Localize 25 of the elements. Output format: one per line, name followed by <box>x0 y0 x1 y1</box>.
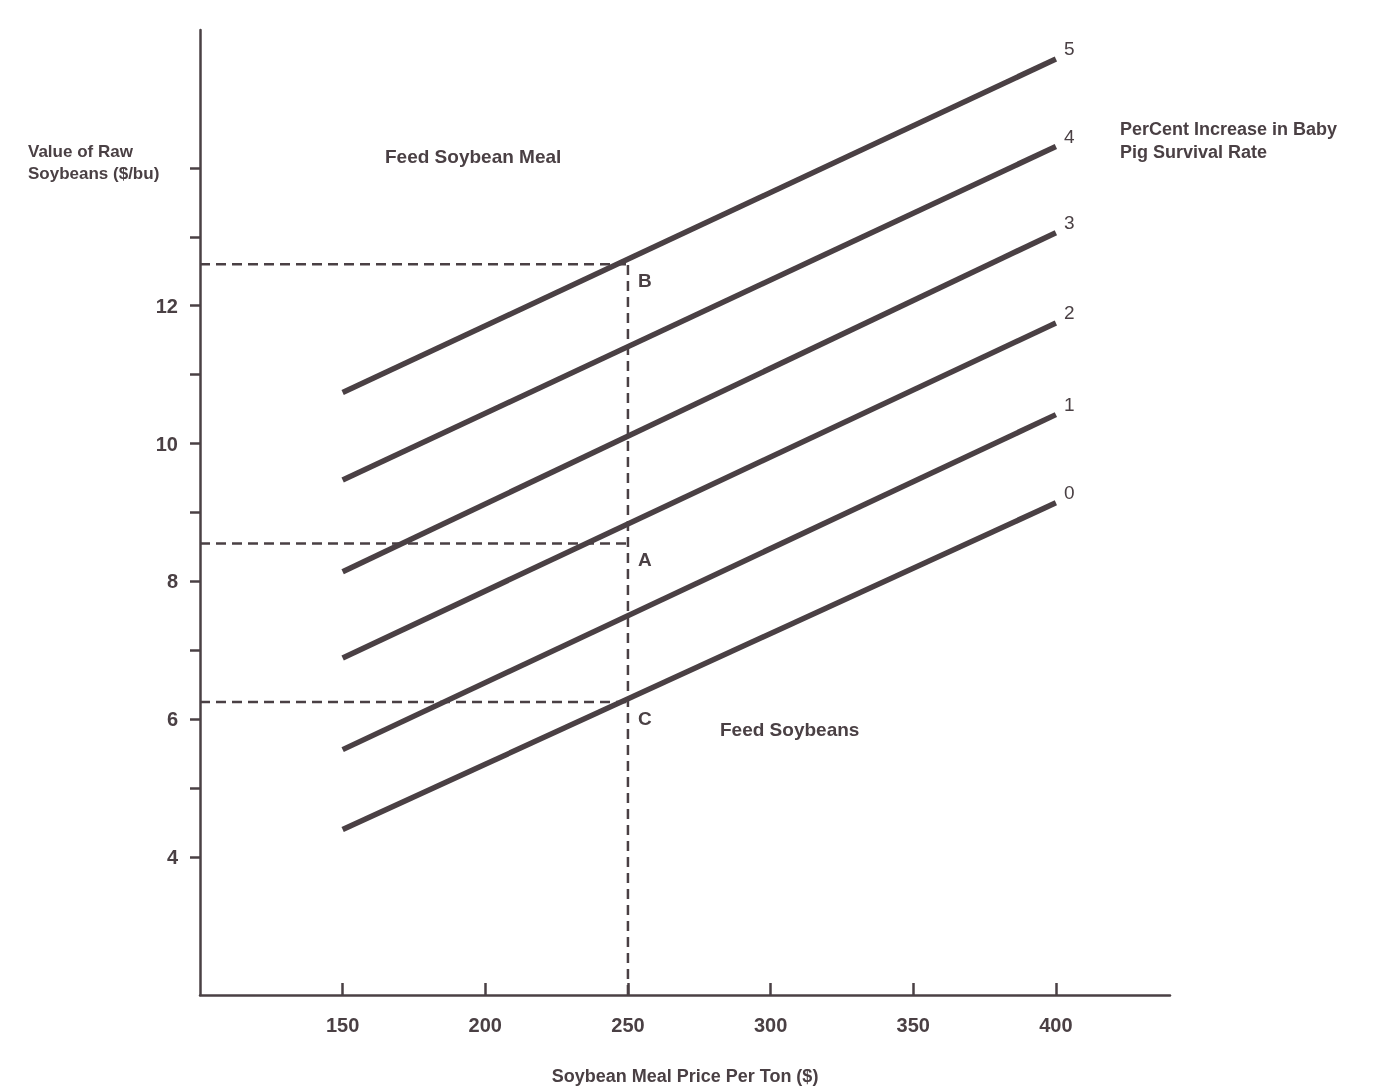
series-label: 4 <box>1063 125 1075 147</box>
ref-line-label: B <box>637 269 652 291</box>
y-tick-label: 6 <box>166 708 178 731</box>
x-tick-label: 350 <box>896 1014 930 1036</box>
x-tick-label: 150 <box>325 1014 360 1036</box>
series-label: 1 <box>1063 394 1075 416</box>
annotation: Feed Soybeans <box>720 719 860 740</box>
x-tick-label: 200 <box>468 1014 502 1036</box>
y-tick-label: 8 <box>166 570 178 593</box>
series-label: 2 <box>1063 302 1075 324</box>
series-label: 3 <box>1063 212 1075 234</box>
ref-line-label: C <box>637 707 652 729</box>
series-label: 0 <box>1063 482 1075 504</box>
x-axis-title: Soybean Meal Price Per Ton ($) <box>551 1066 819 1086</box>
ref-line-label: A <box>637 549 652 571</box>
y-axis-title: Value of Raw Soybeans ($/bu) <box>28 141 160 183</box>
y-tick-label: 4 <box>166 846 179 869</box>
x-tick-label: 300 <box>753 1014 788 1036</box>
x-tick-label: 400 <box>1039 1014 1073 1036</box>
y-tick-label: 10 <box>155 432 178 455</box>
y-tick-label: 12 <box>155 294 178 317</box>
annotation: Feed Soybean Meal <box>385 146 562 167</box>
legend-title: PerCent Increase in Baby Pig Survival Rate <box>1120 118 1343 162</box>
series-label: 5 <box>1063 38 1075 60</box>
x-tick-label: 250 <box>611 1014 645 1036</box>
